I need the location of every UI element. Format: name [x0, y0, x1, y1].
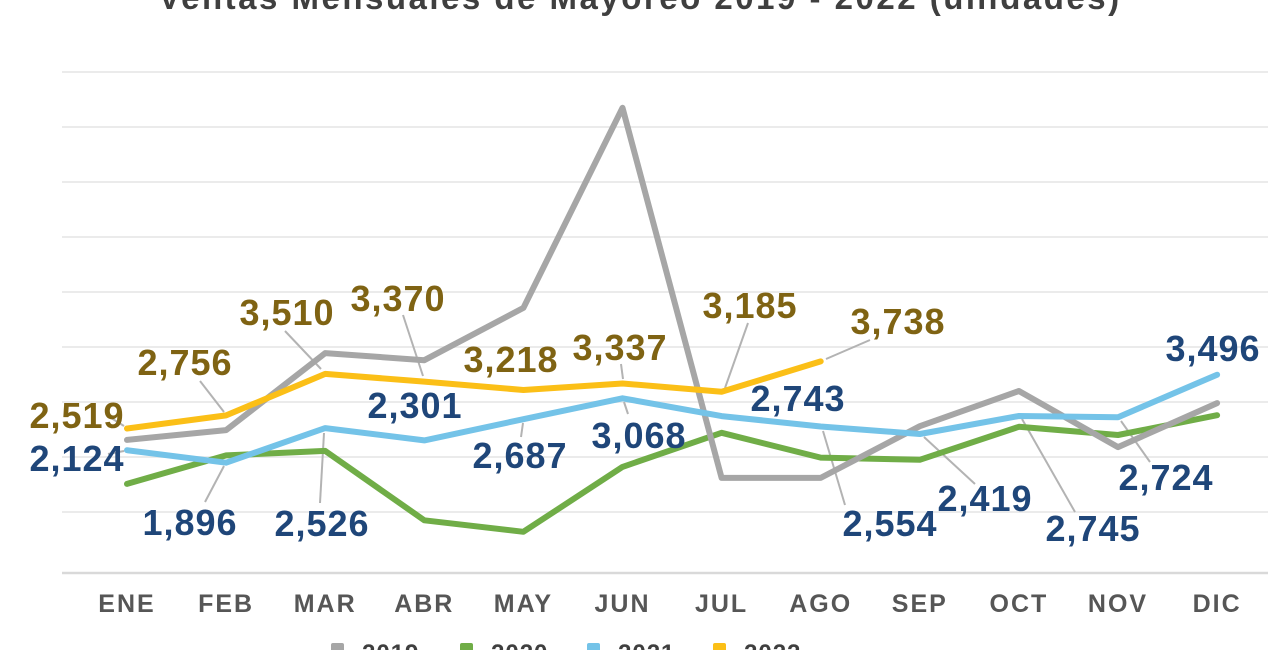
legend-marker-2021	[587, 643, 600, 650]
x-axis-label-NOV: NOV	[1088, 590, 1148, 618]
value-label-2021: 2,124	[29, 438, 124, 479]
value-label-2021: 3,496	[1165, 328, 1260, 369]
x-axis-label-ENE: ENE	[98, 590, 155, 618]
x-axis-label-JUN: JUN	[594, 590, 650, 618]
label-leader-line	[724, 322, 749, 389]
series-line-2020	[124, 412, 1221, 535]
x-axis-label-MAR: MAR	[294, 590, 357, 618]
value-label-2022: 3,510	[239, 292, 334, 333]
x-axis-label-FEB: FEB	[198, 590, 254, 618]
series-line-2019	[124, 104, 1221, 481]
value-label-2021: 2,743	[750, 378, 845, 419]
legend-marker-2019	[331, 643, 344, 650]
label-leader-line	[825, 339, 871, 360]
x-axis-label-ABR: ABR	[394, 590, 454, 618]
value-label-2021: 1,896	[142, 502, 237, 543]
legend-label-2022: 2022	[744, 640, 801, 650]
legend-label-2019: 2019	[362, 640, 419, 650]
x-axis-label-DIC: DIC	[1193, 590, 1242, 618]
value-label-2022: 3,218	[463, 339, 558, 380]
value-label-2022: 3,185	[702, 285, 797, 326]
label-leader-line	[107, 415, 125, 427]
x-axis-label-OCT: OCT	[990, 590, 1049, 618]
value-label-2021: 2,745	[1045, 508, 1140, 549]
legend-marker-2020	[460, 643, 473, 650]
legend-label-2020: 2020	[491, 640, 548, 650]
label-leader-line	[620, 363, 624, 380]
label-leader-line	[199, 380, 225, 413]
label-leader-line	[1021, 418, 1076, 513]
label-leader-line	[402, 314, 424, 377]
series-line-2022	[124, 358, 824, 432]
label-leader-line	[623, 401, 629, 415]
value-label-2022: 3,738	[850, 301, 945, 342]
x-axis-label-AGO: AGO	[789, 590, 852, 618]
value-label-2021: 2,554	[842, 503, 937, 544]
label-leader-line	[107, 450, 125, 455]
label-leader-line	[204, 465, 225, 503]
value-label-2021: 2,526	[274, 503, 369, 544]
value-label-2022: 2,756	[137, 342, 232, 383]
legend-label-2021: 2021	[618, 640, 675, 650]
value-label-2022: 3,370	[350, 278, 445, 319]
series-line-2021	[124, 371, 1221, 466]
value-label-2021: 2,687	[472, 435, 567, 476]
x-axis-label-MAY: MAY	[494, 590, 553, 618]
value-label-2021: 3,068	[591, 415, 686, 456]
label-leader-line	[520, 422, 524, 438]
value-label-2021: 2,301	[367, 385, 462, 426]
x-axis-label-JUL: JUL	[695, 590, 748, 618]
chart-title: Ventas Mensuales de Mayoreo 2019 - 2022 …	[0, 0, 1280, 17]
label-leader-line	[319, 432, 325, 504]
x-axis-label-SEP: SEP	[892, 590, 948, 618]
value-label-2021: 2,419	[937, 478, 1032, 519]
legend-marker-2022	[713, 643, 726, 650]
value-label-2022: 2,519	[29, 395, 124, 436]
value-label-2021: 2,724	[1118, 457, 1213, 498]
value-label-2022: 3,337	[572, 327, 667, 368]
label-leader-line	[923, 436, 976, 485]
